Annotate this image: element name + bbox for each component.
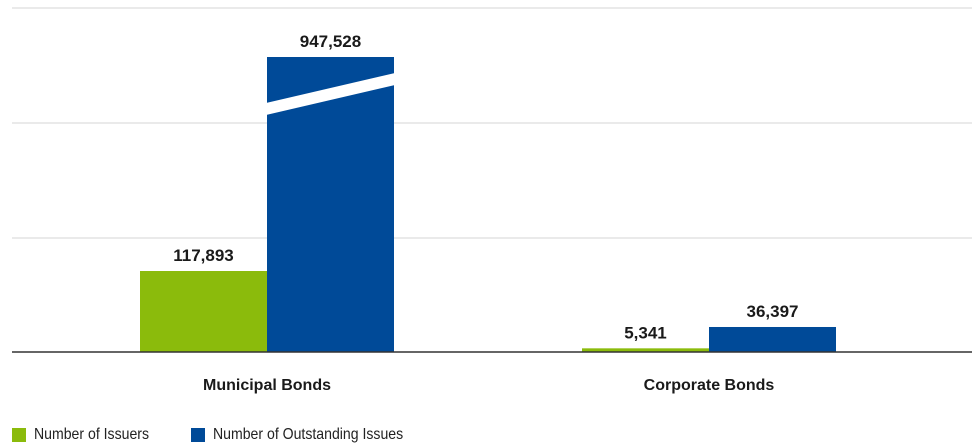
data-label: 36,397 bbox=[747, 302, 799, 321]
legend-item-issuers: Number of Issuers bbox=[12, 426, 165, 444]
bar bbox=[582, 348, 709, 352]
data-label: 5,341 bbox=[624, 323, 667, 342]
legend-swatch-issuers bbox=[12, 428, 26, 442]
legend-label-issuers: Number of Issuers bbox=[34, 426, 150, 443]
bar bbox=[140, 271, 267, 352]
gridlines bbox=[12, 7, 972, 239]
legend: Number of Issuers Number of Outstanding … bbox=[12, 425, 455, 445]
value-labels: 117,893 947,528 5,341 36,397 bbox=[173, 32, 798, 342]
legend-swatch-outstanding-issues bbox=[190, 428, 205, 442]
bar bbox=[709, 326, 836, 352]
data-label: 117,893 bbox=[173, 246, 234, 265]
bar-chart: 117,893 947,528 5,341 36,397 Municipal Bond… bbox=[12, 7, 972, 394]
category-labels: Municipal Bonds Corporate Bonds bbox=[203, 377, 774, 394]
data-label: 947,528 bbox=[300, 32, 361, 51]
legend-label-outstanding-issues: Number of Outstanding Issues bbox=[212, 426, 403, 443]
legend-item-outstanding-issues: Number of Outstanding Issues bbox=[190, 426, 429, 444]
axis-break-mark bbox=[266, 73, 395, 115]
bars bbox=[140, 57, 836, 352]
category-label: Corporate Bonds bbox=[644, 377, 775, 394]
category-label: Municipal Bonds bbox=[203, 377, 331, 394]
